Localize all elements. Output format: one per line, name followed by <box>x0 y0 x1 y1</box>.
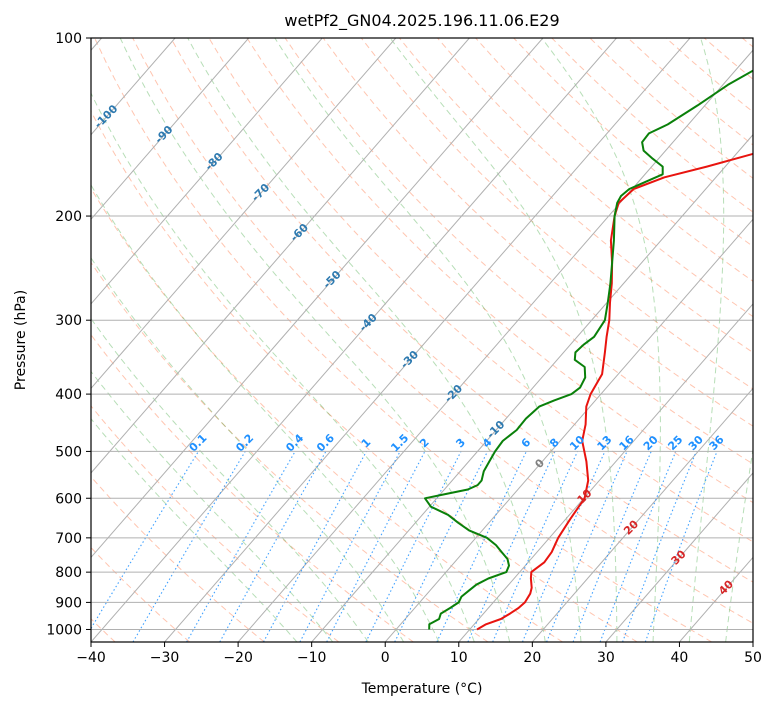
isotherm-line <box>237 49 753 642</box>
isotherm-line <box>91 38 323 305</box>
x-tick-label: 30 <box>597 650 615 666</box>
mixing-ratio-line <box>219 451 327 642</box>
isotherm-line <box>91 38 250 221</box>
y-tick-label: 600 <box>55 491 82 507</box>
profile-curves <box>424 69 753 631</box>
moist-adiabat <box>91 317 369 642</box>
dry-adiabat <box>284 38 753 465</box>
mixing-ratio-line <box>644 451 718 642</box>
dry-adiabat <box>132 38 753 624</box>
x-tick-label: −30 <box>150 650 180 666</box>
dry-adiabat <box>91 546 191 642</box>
x-tick-label: −40 <box>76 650 106 666</box>
isotherm-line <box>311 133 753 642</box>
dry-adiabat <box>91 110 638 642</box>
mixing-ratio-line <box>91 451 199 630</box>
dry-adiabat <box>91 475 265 642</box>
y-axis-label: Pressure (hPa) <box>13 290 29 390</box>
isotherm-line <box>91 38 470 474</box>
y-axis: 100 200 300 400 500 600 700 800 900 1000 <box>46 31 91 638</box>
moist-adiabat <box>541 38 661 642</box>
y-tick-label: 900 <box>55 595 82 611</box>
isotherm-line <box>458 303 753 642</box>
isotherm-line <box>91 38 617 642</box>
mixing-ratio-line <box>572 451 652 642</box>
y-tick-label: 200 <box>55 209 82 225</box>
mixing-ratio-line <box>263 451 367 642</box>
dry-adiabat <box>91 405 340 642</box>
moist-adiabat <box>91 183 440 642</box>
background-lines <box>91 38 753 642</box>
y-tick-label: 700 <box>55 531 82 547</box>
temperature-profile-line <box>476 152 753 631</box>
mixing-ratio-line <box>599 451 677 642</box>
isotherm-line <box>164 38 691 642</box>
pressure-gridlines <box>91 38 753 630</box>
mixing-ratio-line <box>622 451 697 642</box>
x-tick-label: 50 <box>744 650 762 666</box>
x-tick-label: 0 <box>381 650 390 666</box>
dewpoint-profile-line <box>424 69 753 630</box>
y-tick-label: 800 <box>55 565 82 581</box>
x-tick-label: −20 <box>223 650 253 666</box>
isotherm-line <box>531 387 753 642</box>
mixing-ratio-line <box>186 451 296 642</box>
isotherm-line <box>384 218 753 642</box>
x-tick-label: 20 <box>523 650 541 666</box>
moist-adiabat <box>725 446 753 642</box>
x-axis-label: Temperature (°C) <box>361 681 483 697</box>
isotherm-line <box>91 38 397 390</box>
moist-adiabat <box>187 38 546 642</box>
y-tick-label: 300 <box>55 313 82 329</box>
y-tick-label: 100 <box>55 31 82 47</box>
isotherm-line <box>605 472 753 642</box>
dry-adiabat <box>170 38 753 583</box>
mixing-ratio-line <box>546 451 628 642</box>
y-tick-label: 1000 <box>46 622 82 638</box>
x-axis: −40 −30 −20 −10 0 10 20 30 40 50 <box>76 642 762 666</box>
dry-adiabat <box>91 187 563 642</box>
moist-adiabat <box>91 92 475 642</box>
dry-adiabat <box>94 38 713 642</box>
plot-frame <box>90 37 754 643</box>
moist-adiabat <box>274 38 582 642</box>
mixing-ratio-line <box>467 451 556 642</box>
x-tick-label: 10 <box>450 650 468 666</box>
chart-title: wetPf2_GN04.2025.196.11.06.E29 <box>284 11 559 31</box>
moist-adiabat <box>119 38 511 642</box>
y-tick-label: 500 <box>55 444 82 460</box>
moist-adiabat <box>91 370 334 642</box>
y-tick-label: 400 <box>55 387 82 403</box>
dry-adiabat <box>437 38 753 318</box>
x-tick-label: −10 <box>297 650 327 666</box>
moist-adiabat <box>91 417 298 642</box>
x-tick-label: 40 <box>671 650 689 666</box>
isotherm-line <box>91 38 544 559</box>
moist-adiabat <box>688 38 725 642</box>
dry-adiabat <box>91 261 489 642</box>
dry-adiabat <box>246 38 753 504</box>
